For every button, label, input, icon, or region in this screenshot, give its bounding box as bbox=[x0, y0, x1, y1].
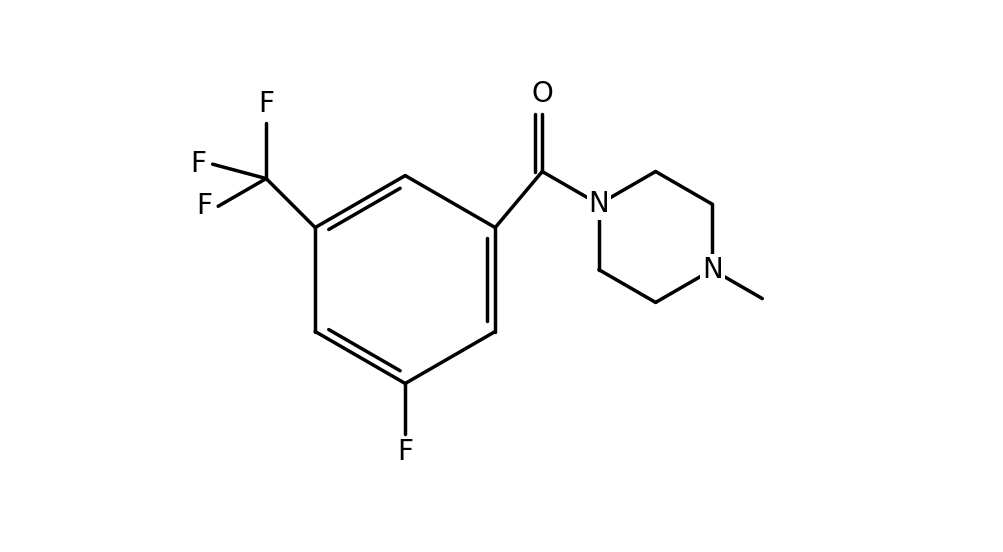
Text: F: F bbox=[258, 91, 274, 119]
Text: F: F bbox=[191, 150, 207, 178]
Text: F: F bbox=[397, 438, 413, 466]
Text: F: F bbox=[196, 192, 212, 220]
Text: O: O bbox=[531, 81, 553, 108]
Text: N: N bbox=[588, 190, 609, 218]
Text: N: N bbox=[701, 256, 722, 284]
